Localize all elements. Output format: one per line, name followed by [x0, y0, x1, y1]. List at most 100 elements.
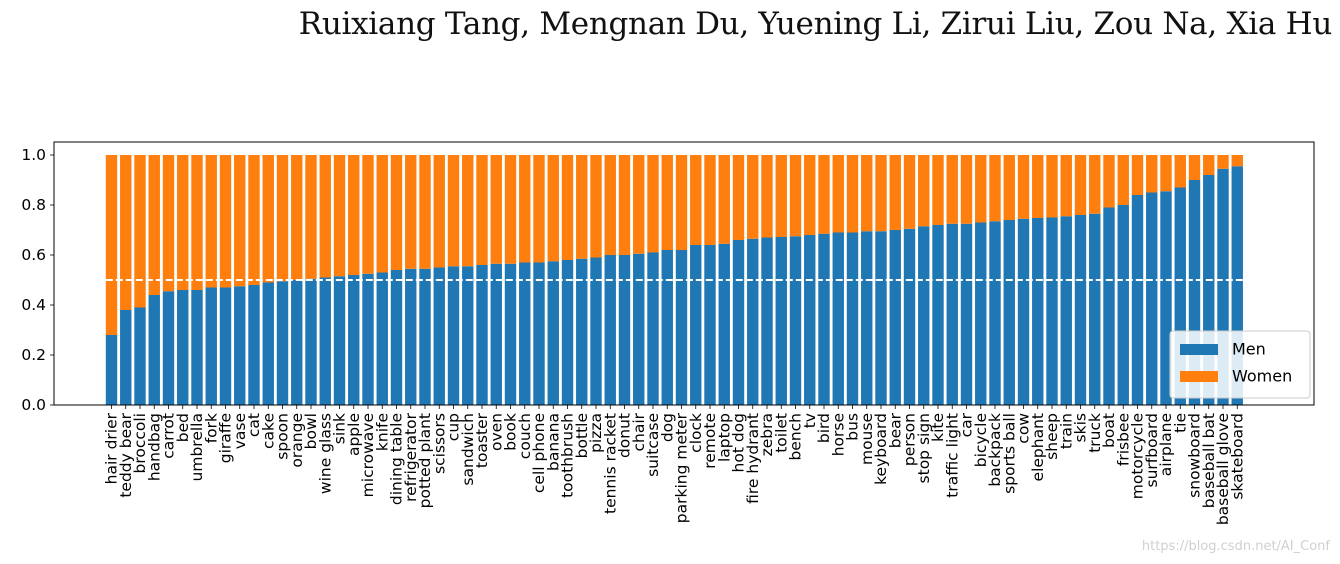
bar-men-cow: [1017, 218, 1030, 405]
bar-men-boat: [1103, 207, 1115, 405]
bar-women-hair-drier: [105, 155, 118, 335]
bar-men-surfboard: [1146, 192, 1158, 405]
bar-women-sink: [333, 155, 346, 277]
bar-men-bowl: [305, 278, 317, 405]
bar-women-umbrella: [191, 155, 203, 290]
x-tick-label: baseball glove: [1214, 413, 1232, 525]
bar-men-backpack: [989, 221, 1001, 405]
bar-women-suitcase: [647, 155, 659, 253]
x-tick-label: toilet: [772, 413, 790, 453]
x-tick-label: airplane: [1157, 413, 1175, 476]
bar-women-elephant: [1032, 155, 1044, 218]
bar-women-laptop: [718, 155, 730, 244]
x-tick-label: parking meter: [673, 412, 691, 523]
bar-women-baseball-glove: [1217, 155, 1229, 169]
bar-men-apple: [348, 275, 360, 405]
x-tick-label: motorcycle: [1129, 413, 1147, 499]
x-tick-label: vase: [231, 413, 249, 449]
x-tick-label: kite: [929, 413, 947, 442]
bar-women-remote: [704, 155, 716, 245]
y-tick-label: 0.4: [21, 296, 46, 314]
bar-men-baseball-bat: [1203, 175, 1215, 405]
x-tick-label: fire hydrant: [744, 413, 762, 504]
x-tick-label: cell phone: [530, 413, 548, 493]
bar-men-sheep: [1046, 217, 1058, 405]
y-tick-label: 0.8: [21, 196, 46, 214]
bar-men-skateboard: [1231, 166, 1243, 405]
x-tick-label: couch: [516, 413, 534, 459]
bar-men-stop-sign: [918, 226, 930, 405]
bar-men-fork: [205, 287, 217, 405]
x-tick-label: handbag: [145, 413, 163, 481]
bar-men-toilet: [775, 237, 787, 405]
bar-men-bear: [889, 230, 901, 405]
x-tick-label: skis: [1072, 413, 1090, 442]
bars-group: [105, 155, 1243, 405]
bar-women-orange: [291, 155, 303, 280]
x-tick-label: toothbrush: [559, 413, 577, 498]
bar-men-orange: [291, 280, 303, 405]
bar-men-frisbee: [1117, 205, 1129, 405]
bar-men-cake: [262, 282, 274, 405]
x-tick-label: broccoli: [131, 413, 149, 474]
y-tick-label: 0.2: [21, 346, 46, 364]
bar-women-apple: [348, 155, 360, 275]
bar-men-banana: [547, 261, 559, 405]
x-tick-label: horse: [829, 413, 847, 456]
bar-men-keyboard: [875, 231, 887, 405]
bar-women-cup: [447, 155, 460, 267]
x-tick-label: clock: [687, 413, 705, 453]
bar-men-cup: [447, 266, 460, 405]
bar-men-elephant: [1032, 218, 1044, 405]
x-tick-label: train: [1057, 413, 1075, 449]
bar-women-bear: [889, 155, 901, 230]
legend-label-women: Women: [1232, 367, 1292, 386]
x-tick-label: remote: [701, 413, 719, 469]
bar-women-book: [504, 155, 517, 264]
x-tick-label: tie: [1171, 413, 1189, 433]
x-tick-label: dog: [658, 413, 676, 442]
x-tick-label: scissors: [430, 413, 448, 474]
bar-women-toilet: [775, 155, 787, 237]
bar-men-bench: [789, 236, 802, 405]
bar-women-fire-hydrant: [747, 155, 759, 239]
bar-women-cake: [262, 155, 274, 283]
x-tick-label: carrot: [160, 413, 178, 459]
bar-women-tie: [1174, 155, 1186, 188]
x-tick-label: apple: [345, 413, 363, 456]
bar-women-boat: [1103, 155, 1115, 208]
x-tick-label: teddy bear: [117, 412, 135, 497]
bar-women-frisbee: [1117, 155, 1129, 205]
bar-men-hot-dog: [732, 240, 745, 405]
x-tick-label: car: [958, 412, 976, 437]
x-tick-label: oven: [487, 413, 505, 451]
x-tick-label: donut: [616, 413, 634, 458]
x-tick-label: spoon: [274, 413, 292, 460]
bar-men-handbag: [148, 295, 160, 405]
bar-women-spoon: [276, 155, 289, 282]
bar-women-bicycle: [975, 155, 987, 223]
bar-women-bus: [846, 155, 859, 233]
x-tick-label: bench: [787, 413, 805, 461]
bar-men-scissors: [433, 267, 445, 405]
bar-women-mouse: [861, 155, 873, 232]
bar-men-couch: [519, 262, 531, 405]
bar-men-airplane: [1160, 191, 1172, 405]
bar-men-mouse: [861, 231, 873, 405]
x-tick-label: fork: [202, 413, 220, 443]
bar-women-pizza: [590, 155, 602, 258]
bar-women-giraffe: [219, 155, 232, 288]
bar-men-spoon: [276, 281, 289, 405]
x-tick-label: baseball bat: [1200, 413, 1218, 508]
x-tick-label: wine glass: [316, 413, 334, 494]
bar-women-bowl: [305, 155, 317, 279]
watermark: https://blog.csdn.net/AI_Conf: [1141, 539, 1330, 554]
x-tick-label: snowboard: [1186, 413, 1204, 498]
x-tick-label: orange: [288, 413, 306, 468]
bar-men-fire-hydrant: [747, 238, 759, 405]
bar-men-clock: [690, 245, 702, 405]
bar-women-refrigerator: [405, 155, 417, 269]
bar-women-cell-phone: [533, 155, 545, 263]
bar-women-knife: [376, 155, 388, 273]
